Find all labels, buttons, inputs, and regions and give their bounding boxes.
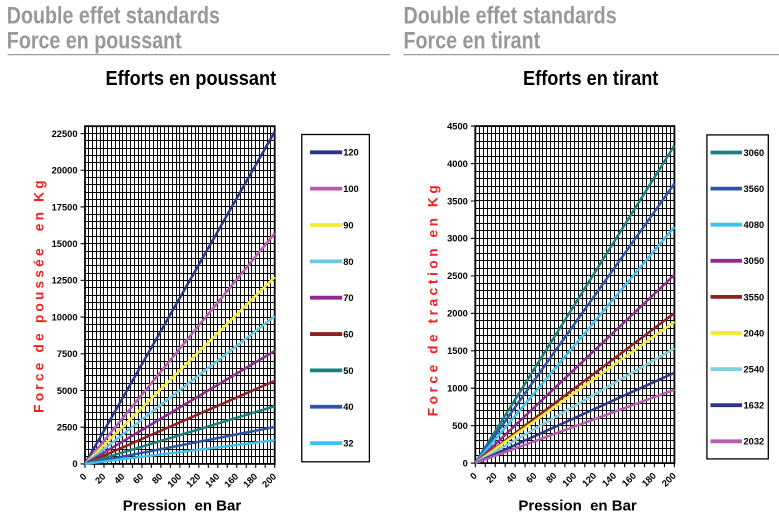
svg-text:Double effet standards: Double effet standards	[7, 2, 220, 29]
svg-text:2500: 2500	[447, 271, 468, 281]
svg-text:15000: 15000	[52, 239, 78, 249]
svg-text:0: 0	[468, 471, 479, 482]
svg-text:1632: 1632	[744, 401, 765, 411]
svg-text:Pression en Bar: Pression en Bar	[123, 498, 242, 515]
svg-text:4500: 4500	[447, 121, 468, 131]
svg-text:2000: 2000	[447, 309, 468, 319]
svg-text:2540: 2540	[744, 365, 765, 375]
svg-text:500: 500	[452, 421, 468, 431]
svg-text:5000: 5000	[57, 386, 78, 396]
svg-text:0: 0	[463, 458, 468, 468]
svg-text:Double effet standards: Double effet standards	[404, 2, 617, 29]
svg-text:3050: 3050	[744, 256, 765, 266]
svg-text:40: 40	[343, 402, 353, 412]
svg-text:50: 50	[343, 366, 353, 376]
svg-text:120: 120	[343, 148, 359, 158]
svg-text:90: 90	[343, 220, 353, 230]
svg-text:3000: 3000	[447, 234, 468, 244]
svg-text:Force de poussée en Kg: Force de poussée en Kg	[32, 177, 47, 413]
svg-text:3550: 3550	[744, 292, 765, 302]
svg-text:Pression en Bar: Pression en Bar	[518, 497, 637, 514]
svg-text:32: 32	[343, 439, 353, 449]
svg-text:1000: 1000	[447, 384, 468, 394]
svg-text:Efforts en poussant: Efforts en poussant	[105, 68, 276, 90]
svg-text:10000: 10000	[52, 312, 78, 322]
svg-text:Force en poussant: Force en poussant	[7, 27, 183, 54]
svg-text:4000: 4000	[447, 159, 468, 169]
svg-text:Force en tirant: Force en tirant	[404, 27, 541, 54]
svg-text:17500: 17500	[52, 202, 78, 212]
svg-text:Efforts en tirant: Efforts en tirant	[523, 68, 659, 90]
svg-text:0: 0	[78, 471, 89, 482]
svg-text:60: 60	[343, 329, 353, 339]
svg-text:1500: 1500	[447, 346, 468, 356]
svg-text:100: 100	[343, 184, 359, 194]
svg-text:0: 0	[72, 459, 77, 469]
svg-text:4080: 4080	[744, 220, 765, 230]
svg-text:70: 70	[343, 293, 353, 303]
svg-text:20000: 20000	[52, 166, 78, 176]
svg-text:2032: 2032	[744, 437, 765, 447]
svg-text:Force de traction en Kg: Force de traction en Kg	[426, 182, 441, 417]
svg-text:3560: 3560	[744, 184, 765, 194]
svg-text:3060: 3060	[744, 148, 765, 158]
svg-text:2040: 2040	[744, 328, 765, 338]
svg-text:2500: 2500	[57, 422, 78, 432]
svg-text:22500: 22500	[52, 129, 78, 139]
svg-text:3500: 3500	[447, 196, 468, 206]
svg-text:12500: 12500	[52, 276, 78, 286]
svg-text:80: 80	[343, 257, 353, 267]
svg-text:7500: 7500	[57, 349, 78, 359]
